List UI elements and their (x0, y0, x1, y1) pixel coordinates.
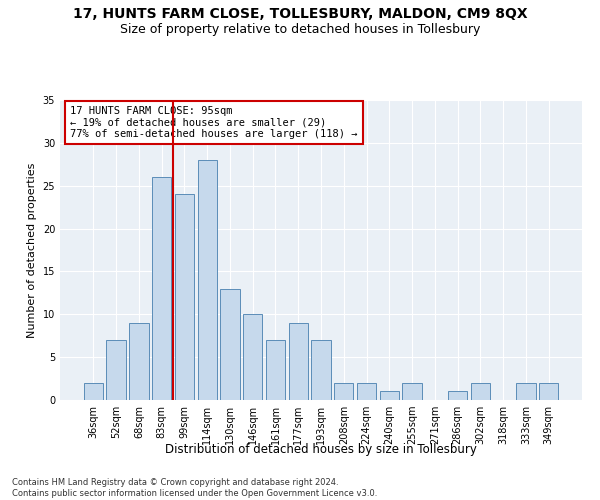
Bar (243, 314, 262, 400)
Bar (197, 160, 217, 400)
Bar (106, 340, 126, 400)
Bar (311, 340, 331, 400)
Bar (84, 383, 103, 400)
Bar (448, 392, 467, 400)
Bar (289, 323, 308, 400)
Bar (357, 383, 376, 400)
Bar (175, 194, 194, 400)
Bar (152, 177, 172, 400)
Bar (220, 288, 239, 400)
Text: 17 HUNTS FARM CLOSE: 95sqm
← 19% of detached houses are smaller (29)
77% of semi: 17 HUNTS FARM CLOSE: 95sqm ← 19% of deta… (70, 106, 358, 139)
Bar (403, 383, 422, 400)
Bar (516, 383, 536, 400)
Bar (380, 392, 399, 400)
Bar (266, 340, 285, 400)
Bar (129, 323, 149, 400)
Text: Size of property relative to detached houses in Tollesbury: Size of property relative to detached ho… (120, 22, 480, 36)
Y-axis label: Number of detached properties: Number of detached properties (27, 162, 37, 338)
Bar (334, 383, 353, 400)
Bar (539, 383, 558, 400)
Text: 17, HUNTS FARM CLOSE, TOLLESBURY, MALDON, CM9 8QX: 17, HUNTS FARM CLOSE, TOLLESBURY, MALDON… (73, 8, 527, 22)
Bar (470, 383, 490, 400)
Text: Distribution of detached houses by size in Tollesbury: Distribution of detached houses by size … (165, 442, 477, 456)
Text: Contains HM Land Registry data © Crown copyright and database right 2024.
Contai: Contains HM Land Registry data © Crown c… (12, 478, 377, 498)
